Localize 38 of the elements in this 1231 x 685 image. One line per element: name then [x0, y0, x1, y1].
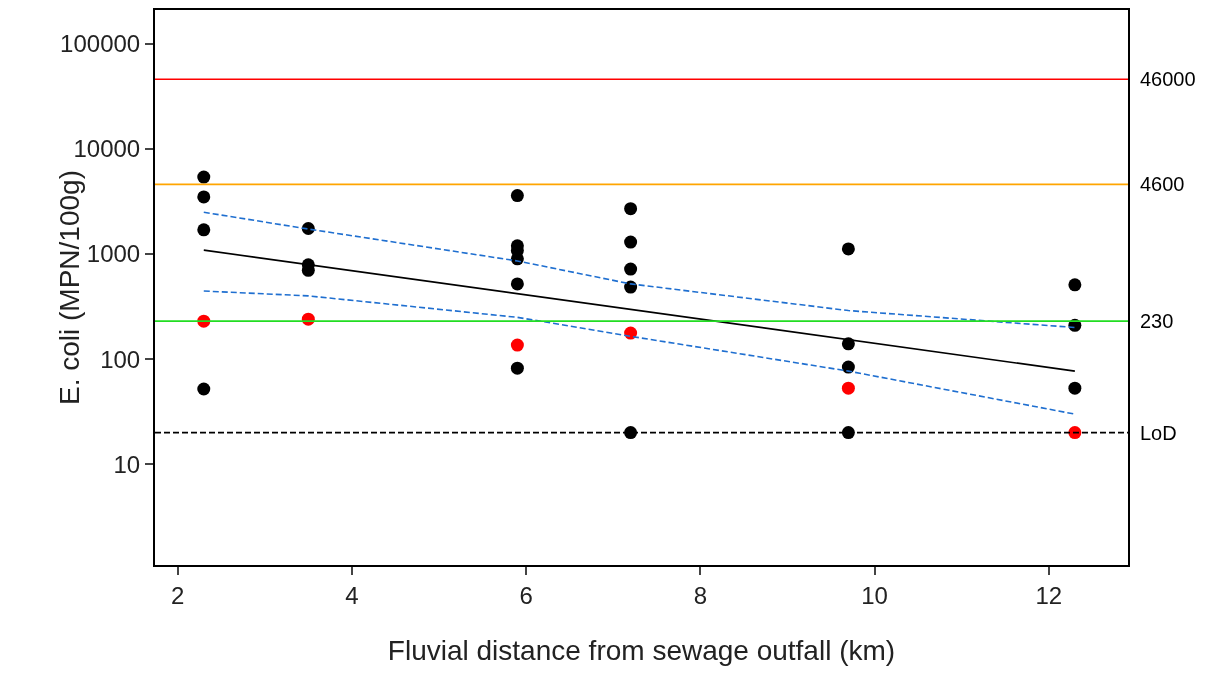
point	[197, 223, 211, 237]
ref-line-label: 46000	[1140, 68, 1196, 90]
x-tick-label: 2	[170, 581, 185, 609]
x-tick-label: 12	[1035, 581, 1063, 609]
point	[624, 426, 638, 440]
point	[624, 262, 638, 276]
y-tick-label: 1000	[86, 240, 141, 268]
line-series	[202, 290, 1076, 415]
y-tick-label: 10000	[73, 135, 141, 163]
point	[197, 382, 211, 396]
x-tick-label: 10	[861, 581, 888, 609]
point	[510, 338, 524, 352]
point	[510, 252, 524, 266]
point	[841, 381, 855, 395]
y-tick-label: 100000	[60, 30, 141, 58]
point	[197, 170, 211, 184]
point	[841, 242, 855, 256]
x-tick-label: 6	[519, 581, 533, 609]
ref-line-label: 4600	[1140, 173, 1185, 195]
point	[510, 361, 524, 375]
point	[197, 190, 211, 204]
point	[624, 235, 638, 249]
point	[1068, 381, 1082, 395]
x-axis-title: Fluvial distance from sewage outfall (km)	[387, 635, 896, 666]
ref-line-label: 230	[1140, 310, 1174, 332]
y-tick-label: 100	[100, 345, 141, 373]
point	[510, 189, 524, 203]
point	[841, 360, 855, 374]
x-tick-label: 8	[693, 581, 707, 609]
y-axis-title: E. coli (MPN/100g)	[53, 170, 85, 405]
y-tick-label: 10	[113, 450, 141, 478]
point	[1068, 278, 1082, 292]
point	[510, 277, 524, 291]
ref-line-label: LoD	[1140, 422, 1177, 444]
point	[624, 202, 638, 216]
point	[841, 426, 855, 440]
point	[1068, 426, 1082, 440]
x-tick-label: 4	[345, 581, 359, 609]
